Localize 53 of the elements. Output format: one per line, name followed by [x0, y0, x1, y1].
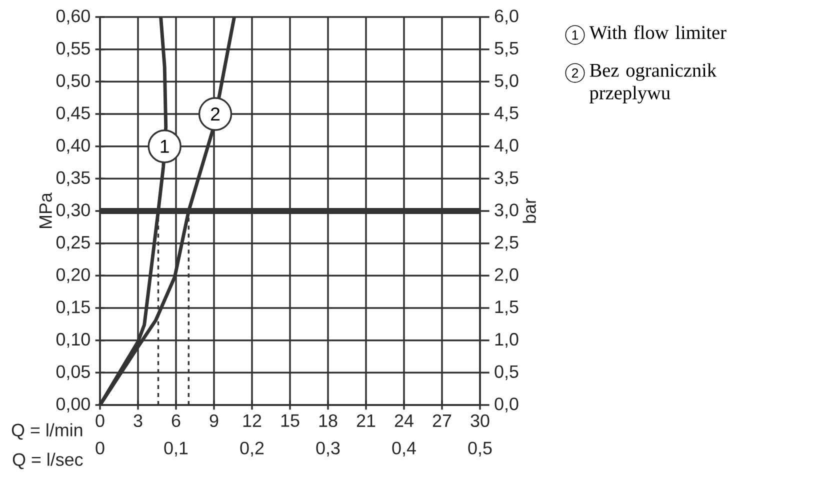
- x-tick-label: 12: [243, 414, 262, 427]
- x2-tick-label: 0,3: [316, 442, 340, 457]
- x-tick-label: 21: [356, 414, 376, 427]
- y2-tick-label: 5,0: [494, 74, 518, 90]
- y-tick-label: 0,05: [56, 365, 90, 380]
- x2-tick-label: 0,5: [468, 442, 492, 457]
- y-axis-title: MPa: [39, 192, 52, 228]
- x2-axis-title: Q = l/sec: [12, 452, 83, 470]
- text: 2: [572, 68, 578, 78]
- x2-tick-label: 0,4: [392, 442, 416, 457]
- y-tick-label: 0,25: [56, 236, 90, 251]
- y-tick-label: 0,60: [56, 10, 90, 24]
- y-tick-label: 0,50: [56, 74, 90, 90]
- x2-tick-label: 0,1: [164, 442, 188, 457]
- annotation: 1: [160, 140, 169, 153]
- y2-tick-label: 2,0: [494, 268, 518, 284]
- y2-tick-label: 0,0: [494, 398, 518, 412]
- y-tick-label: 0,00: [56, 398, 90, 412]
- y-tick-label: 0,30: [56, 204, 90, 218]
- annotation: 2: [211, 107, 220, 120]
- y2-tick-label: 3,5: [494, 171, 518, 186]
- x-tick-label: 18: [319, 414, 338, 428]
- x2-tick-label: 0,2: [240, 442, 264, 457]
- x-tick-label: 0: [96, 414, 104, 428]
- x-tick-label: 30: [470, 414, 490, 428]
- x2-tick-label: 0: [96, 442, 104, 454]
- x-tick-label: 3: [134, 414, 142, 428]
- y2-tick-label: 1,5: [495, 300, 518, 316]
- x-tick-label: 15: [281, 414, 300, 427]
- y-tick-label: 0,10: [56, 332, 90, 348]
- y-tick-label: 0,40: [56, 138, 90, 154]
- y2-axis-title: bar: [522, 198, 536, 223]
- y-tick-label: 0,55: [56, 42, 90, 57]
- y2-tick-label: 3,0: [494, 204, 518, 218]
- y-tick-label: 0,35: [56, 171, 90, 186]
- x-axis-title: Q = l/min: [12, 423, 82, 440]
- y-tick-label: 0,20: [56, 268, 90, 284]
- text: 1: [572, 30, 578, 40]
- text: Bez ogranicznik przeplywu: [590, 63, 717, 104]
- y2-tick-label: 2,5: [494, 236, 518, 251]
- x-tick-label: 24: [394, 414, 414, 427]
- x-tick-label: 9: [210, 414, 218, 428]
- y2-tick-label: 4,5: [494, 106, 518, 122]
- y2-tick-label: 5,5: [494, 42, 518, 57]
- y2-tick-label: 6,0: [494, 10, 518, 24]
- y2-tick-label: 4,0: [494, 138, 518, 154]
- x-tick-label: 27: [432, 414, 452, 427]
- y-tick-label: 0,45: [56, 106, 90, 122]
- y2-tick-label: 1,0: [495, 332, 518, 348]
- x-tick-label: 6: [172, 414, 180, 428]
- text: With flow limiter: [589, 25, 726, 40]
- y2-tick-label: 0,5: [494, 365, 518, 380]
- y-tick-label: 0,15: [56, 300, 90, 316]
